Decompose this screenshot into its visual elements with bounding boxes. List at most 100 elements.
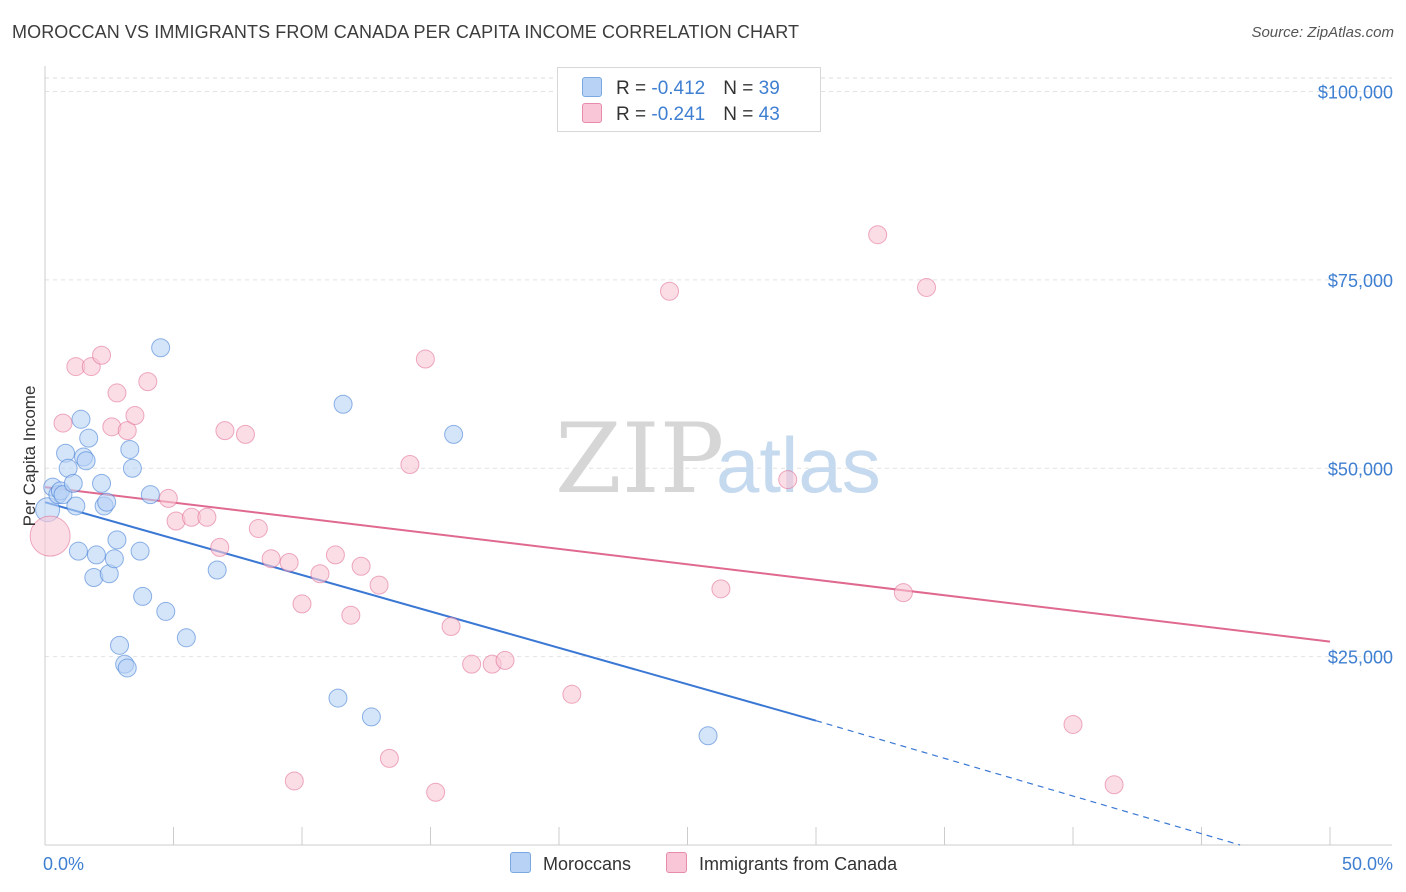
data-point bbox=[333, 394, 353, 414]
data-point bbox=[176, 628, 196, 648]
data-point bbox=[868, 225, 888, 245]
chart-title: MOROCCAN VS IMMIGRANTS FROM CANADA PER C… bbox=[12, 22, 800, 42]
legend-r-value: -0.412 bbox=[651, 78, 706, 99]
data-point bbox=[140, 485, 160, 505]
data-point bbox=[328, 688, 348, 708]
data-point bbox=[117, 421, 137, 441]
legend-label-canada: Immigrants from Canada bbox=[699, 854, 898, 874]
chart-source: Source: ZipAtlas.com bbox=[1251, 24, 1394, 41]
data-point bbox=[63, 473, 83, 493]
data-point bbox=[462, 654, 482, 674]
data-point bbox=[92, 473, 112, 493]
data-point bbox=[29, 515, 71, 557]
data-point bbox=[917, 277, 937, 297]
data-point bbox=[76, 451, 96, 471]
data-point bbox=[261, 549, 281, 569]
data-point bbox=[660, 281, 680, 301]
data-point bbox=[86, 545, 106, 565]
data-points bbox=[29, 225, 1124, 802]
data-point bbox=[341, 605, 361, 625]
legend-r-label: R = bbox=[616, 78, 652, 99]
series-legend: Moroccans Immigrants from Canada bbox=[510, 852, 927, 875]
x-tick-label: 50.0% bbox=[1342, 854, 1393, 874]
legend-row-canada: R = -0.241 N = 43 bbox=[582, 103, 780, 125]
data-point bbox=[133, 586, 153, 606]
data-point bbox=[97, 492, 117, 512]
data-point bbox=[379, 748, 399, 768]
data-point bbox=[104, 549, 124, 569]
data-point bbox=[151, 338, 171, 358]
legend-n-value: 39 bbox=[758, 78, 780, 99]
grid-lines bbox=[45, 77, 1392, 658]
data-point bbox=[893, 583, 913, 603]
data-point bbox=[351, 556, 371, 576]
axes bbox=[44, 66, 1392, 846]
y-tick-label: $75,000 bbox=[1328, 271, 1393, 291]
y-tick-label: $50,000 bbox=[1328, 459, 1393, 479]
legend-swatch-canada bbox=[666, 852, 688, 873]
data-point bbox=[215, 421, 235, 441]
data-point bbox=[778, 470, 798, 490]
data-point bbox=[415, 349, 435, 369]
watermark-atlas: atlas bbox=[716, 421, 881, 509]
data-point bbox=[117, 658, 137, 678]
data-point bbox=[562, 684, 582, 704]
data-point bbox=[122, 458, 142, 478]
legend-swatch-moroccans bbox=[582, 77, 602, 97]
trend-lines bbox=[44, 486, 1331, 846]
trend-line bbox=[44, 501, 817, 722]
legend-swatch-moroccans bbox=[510, 852, 531, 873]
legend-row-moroccans: R = -0.412 N = 39 bbox=[582, 77, 780, 99]
data-point bbox=[197, 507, 217, 527]
axis-labels: Per Capita Income $25,000 $50,000 $75,000 $… bbox=[20, 83, 1393, 874]
data-point bbox=[79, 428, 99, 448]
legend-n-label: N = bbox=[723, 78, 759, 99]
data-point bbox=[711, 579, 731, 599]
legend-n-label: N = bbox=[723, 104, 759, 125]
y-tick-label: $100,000 bbox=[1318, 83, 1393, 103]
data-point bbox=[369, 575, 389, 595]
y-axis-label: Per Capita Income bbox=[20, 386, 39, 527]
legend-r-label: R = bbox=[616, 104, 652, 125]
data-point bbox=[53, 413, 73, 433]
legend-label-moroccans: Moroccans bbox=[543, 854, 632, 874]
data-point bbox=[125, 406, 145, 426]
legend-n-value: 43 bbox=[758, 104, 780, 125]
data-point bbox=[66, 496, 86, 516]
watermark-zip: ZIP bbox=[555, 403, 724, 515]
legend-item-moroccans: Moroccans bbox=[510, 852, 631, 875]
data-point bbox=[279, 552, 299, 572]
data-point bbox=[444, 424, 464, 444]
data-point bbox=[284, 771, 304, 791]
trend-line bbox=[44, 486, 1331, 643]
data-point bbox=[292, 594, 312, 614]
data-point bbox=[68, 541, 88, 561]
data-point bbox=[495, 650, 515, 670]
data-point bbox=[426, 782, 446, 802]
legend-swatch-canada bbox=[582, 103, 602, 123]
trend-line-extension bbox=[815, 720, 1241, 846]
data-point bbox=[156, 601, 176, 621]
data-point bbox=[1063, 714, 1083, 734]
data-point bbox=[107, 383, 127, 403]
data-point bbox=[92, 345, 112, 365]
data-point bbox=[207, 560, 227, 580]
data-point bbox=[138, 372, 158, 392]
data-point bbox=[248, 519, 268, 539]
legend-item-canada: Immigrants from Canada bbox=[666, 852, 897, 875]
data-point bbox=[325, 545, 345, 565]
data-point bbox=[1104, 775, 1124, 795]
correlation-legend: R = -0.412 N = 39 R = -0.241 N = 43 bbox=[557, 67, 821, 132]
data-point bbox=[235, 424, 255, 444]
data-point bbox=[698, 726, 718, 746]
data-point bbox=[210, 537, 230, 557]
data-point bbox=[130, 541, 150, 561]
data-point bbox=[400, 455, 420, 475]
data-point bbox=[110, 635, 130, 655]
legend-r-value: -0.241 bbox=[651, 104, 706, 125]
data-point bbox=[71, 409, 91, 429]
y-tick-label: $25,000 bbox=[1328, 648, 1393, 668]
data-point bbox=[120, 439, 140, 459]
data-point bbox=[158, 488, 178, 508]
